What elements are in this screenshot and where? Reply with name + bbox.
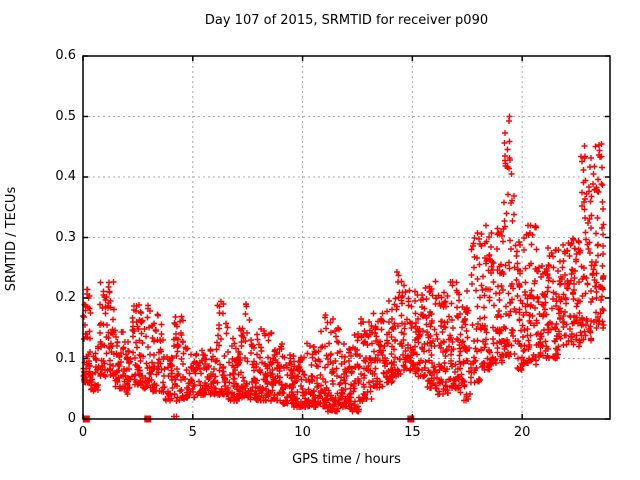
y-tick-label: 0.5: [55, 108, 76, 124]
x-tick-label: 5: [188, 425, 197, 440]
x-tick-label: 0: [78, 425, 88, 440]
scatter-points: [80, 113, 607, 420]
y-tick-label: 0.3: [55, 229, 76, 245]
x-tick-label: 15: [404, 425, 421, 440]
y-tick-label: 0.4: [55, 169, 76, 184]
plot-border: [82, 55, 611, 420]
chart-title: Day 107 of 2015, SRMTID for receiver p09…: [204, 13, 489, 28]
y-tick-label: 0.2: [55, 290, 76, 305]
x-tick-label: 10: [294, 425, 311, 440]
x-tick-label: 20: [513, 425, 531, 440]
y-tick-label: 0.6: [55, 48, 76, 63]
x-axis-label: GPS time / hours: [292, 452, 401, 467]
y-tick-label: 0: [67, 411, 76, 426]
y-tick-label: 0.1: [55, 350, 76, 366]
